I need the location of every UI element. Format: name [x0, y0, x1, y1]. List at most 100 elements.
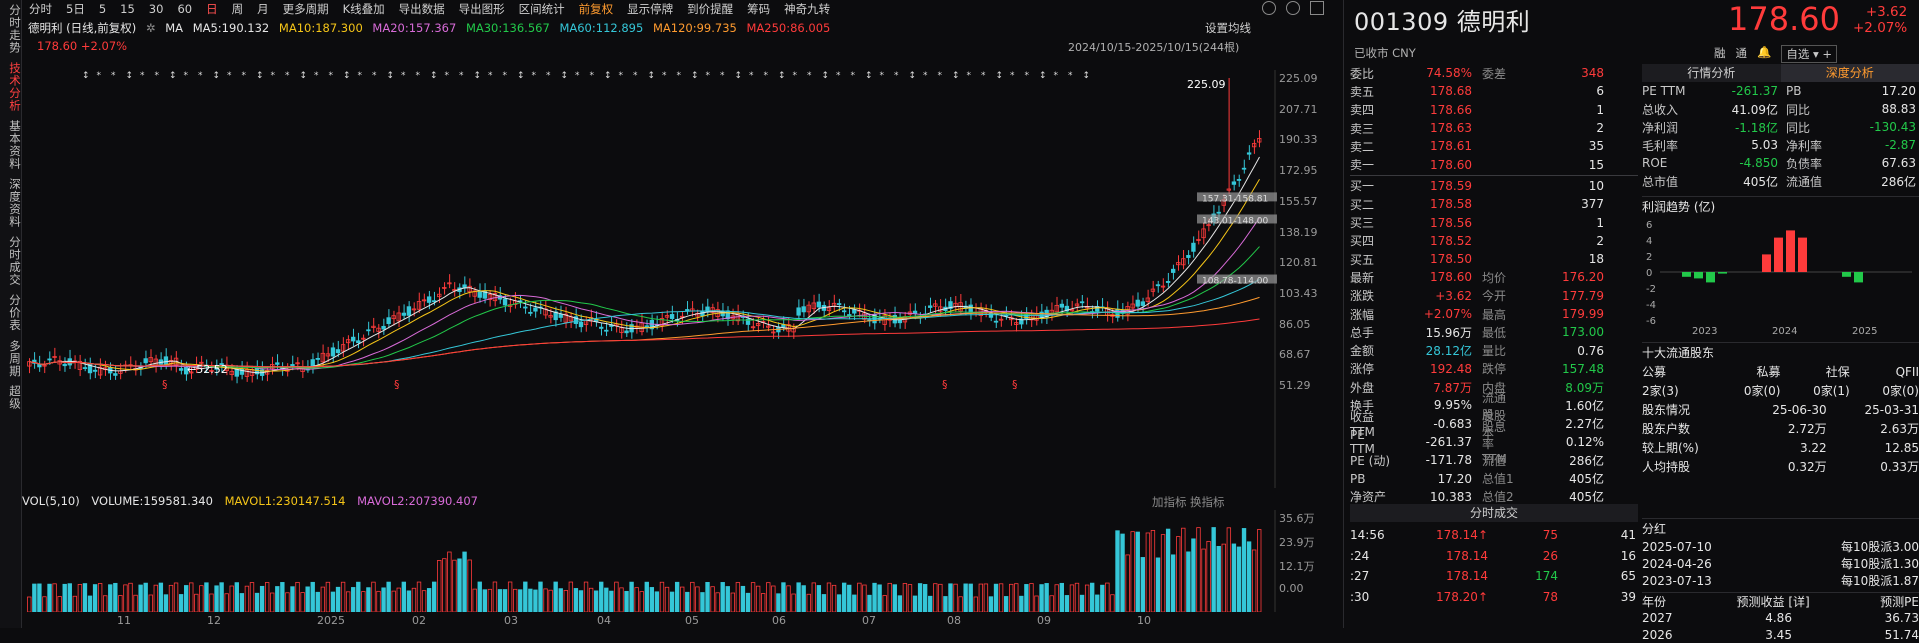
- signal-mark: *: [97, 71, 102, 81]
- toolbar-item[interactable]: 60: [170, 2, 199, 16]
- toolbar-item[interactable]: 前复权: [572, 1, 621, 17]
- volume-chart[interactable]: [22, 510, 1282, 612]
- nav-item[interactable]: 深度资料: [0, 174, 22, 232]
- nav-item[interactable]: 分时成交: [0, 232, 22, 290]
- signal-mark: ↕: [691, 71, 699, 81]
- chevron-down-icon[interactable]: [1262, 1, 1276, 15]
- volume-bar: [706, 582, 710, 612]
- order-book-cell: 178.60: [1392, 158, 1472, 172]
- order-book-cell: 192.48: [1392, 362, 1472, 376]
- volume-bar: [1040, 585, 1044, 612]
- candle: [579, 322, 583, 326]
- toolbar-item[interactable]: 分时: [22, 1, 59, 17]
- time-tick: 05: [685, 614, 699, 627]
- holders-label: 股东户数: [1642, 420, 1734, 437]
- candle: [1080, 302, 1084, 303]
- volume-bar: [1207, 541, 1211, 612]
- forecast-year: 2026: [1642, 628, 1673, 642]
- time-tick: 06: [772, 614, 786, 627]
- tab-deep-analysis[interactable]: 深度分析: [1781, 64, 1919, 82]
- order-book-cell: 405亿: [1514, 488, 1604, 505]
- toolbar-item[interactable]: 筹码: [740, 1, 777, 17]
- connect-button[interactable]: 通: [1736, 45, 1748, 63]
- ma-line: [30, 247, 1260, 369]
- chip-band-label: 143.01-148.00: [1202, 216, 1269, 226]
- order-book-cell: 卖三: [1350, 120, 1392, 137]
- volume-bar: [630, 582, 634, 612]
- nav-item[interactable]: 技术分析: [0, 58, 22, 116]
- gear-icon[interactable]: ✲: [146, 21, 156, 35]
- volume-bar: [1009, 584, 1013, 612]
- volume-bar: [675, 582, 679, 612]
- bell-icon[interactable]: 🔔: [1757, 45, 1771, 63]
- stock-code: 001309 德明利: [1354, 2, 1530, 37]
- add-indicator-button[interactable]: 加指标: [1152, 494, 1187, 510]
- signal-mark: ↕: [213, 71, 221, 81]
- volume-bar: [1004, 596, 1008, 612]
- order-book-cell: 178.50: [1392, 252, 1472, 266]
- signal-mark: ↕: [996, 71, 1004, 81]
- toolbar-item[interactable]: 到价提醒: [680, 1, 740, 17]
- signal-mark: *: [198, 71, 203, 81]
- signal-mark: ↕: [126, 71, 134, 81]
- signal-mark: ↕: [343, 71, 351, 81]
- toolbar-item[interactable]: K线叠加: [336, 1, 392, 17]
- order-book-cell: +3.62: [1392, 289, 1472, 303]
- trade-count: 39: [1558, 590, 1636, 604]
- toolbar-item[interactable]: 区间统计: [512, 1, 572, 17]
- volume-bar: [281, 582, 285, 612]
- volume-bar: [640, 592, 644, 612]
- volume-bar: [443, 559, 447, 612]
- holders-col: 公募: [1642, 363, 1711, 380]
- set-ma-button[interactable]: 设置均线: [1205, 20, 1251, 36]
- nav-item[interactable]: 分时走势: [0, 0, 22, 58]
- candle: [1060, 304, 1064, 307]
- order-book-cell: 173.00: [1514, 325, 1604, 339]
- toolbar-item[interactable]: 导出数据: [392, 1, 452, 17]
- ma120-value: MA120:99.735: [653, 21, 737, 35]
- volume-bar: [195, 594, 199, 612]
- toolbar-item[interactable]: 更多周期: [276, 1, 336, 17]
- toolbar-item[interactable]: 月: [250, 1, 276, 17]
- toolbar-item[interactable]: 5: [92, 2, 113, 16]
- margin-button[interactable]: 融: [1714, 45, 1726, 63]
- candle: [524, 307, 528, 308]
- info-icon[interactable]: [1286, 1, 1300, 15]
- signal-mark: *: [720, 71, 725, 81]
- toolbar-item[interactable]: 周: [225, 1, 251, 17]
- expand-icon[interactable]: [1310, 1, 1324, 15]
- volume-bar: [974, 597, 978, 612]
- ma20-value: MA20:157.367: [372, 21, 456, 35]
- nav-item[interactable]: 超级: [0, 381, 22, 414]
- toolbar-item[interactable]: 30: [142, 2, 171, 16]
- volume-bar: [989, 597, 993, 612]
- volume-bar: [58, 596, 62, 612]
- order-book-cell: 买四: [1350, 232, 1392, 249]
- candle: [928, 306, 932, 308]
- toolbar-item[interactable]: 导出图形: [452, 1, 512, 17]
- watchlist-button[interactable]: 自选 ▾ +: [1781, 45, 1837, 63]
- nav-item[interactable]: 多周期: [0, 336, 22, 382]
- high-label: 225.09: [1187, 78, 1226, 91]
- toolbar-item[interactable]: 日: [199, 1, 225, 17]
- toolbar-item[interactable]: 5日: [59, 1, 92, 17]
- tab-market-analysis[interactable]: 行情分析: [1642, 64, 1781, 82]
- volume-bar: [812, 583, 816, 612]
- switch-indicator-button[interactable]: 换指标: [1190, 494, 1225, 510]
- nav-item[interactable]: 分价表: [0, 290, 22, 336]
- signal-mark: *: [938, 71, 943, 81]
- nav-item[interactable]: 基本资料: [0, 116, 22, 174]
- volume-bar: [1025, 584, 1029, 612]
- volume-bar: [594, 591, 598, 612]
- order-book-cell: 157.48: [1514, 362, 1604, 376]
- candlestick-chart[interactable]: ↕**↕**↕**↕**↕**↕**↕**↕**↕**↕**↕**↕**↕**↕…: [22, 70, 1282, 488]
- order-book-cell: 外盘: [1350, 379, 1392, 396]
- toolbar-item[interactable]: 神奇九转: [777, 1, 837, 17]
- toolbar-item[interactable]: 15: [113, 2, 142, 16]
- toolbar-item[interactable]: 显示停牌: [620, 1, 680, 17]
- volume-bar: [650, 587, 654, 612]
- volume-bar: [286, 593, 290, 612]
- volume-bar: [144, 583, 148, 612]
- volume-bar: [923, 584, 927, 612]
